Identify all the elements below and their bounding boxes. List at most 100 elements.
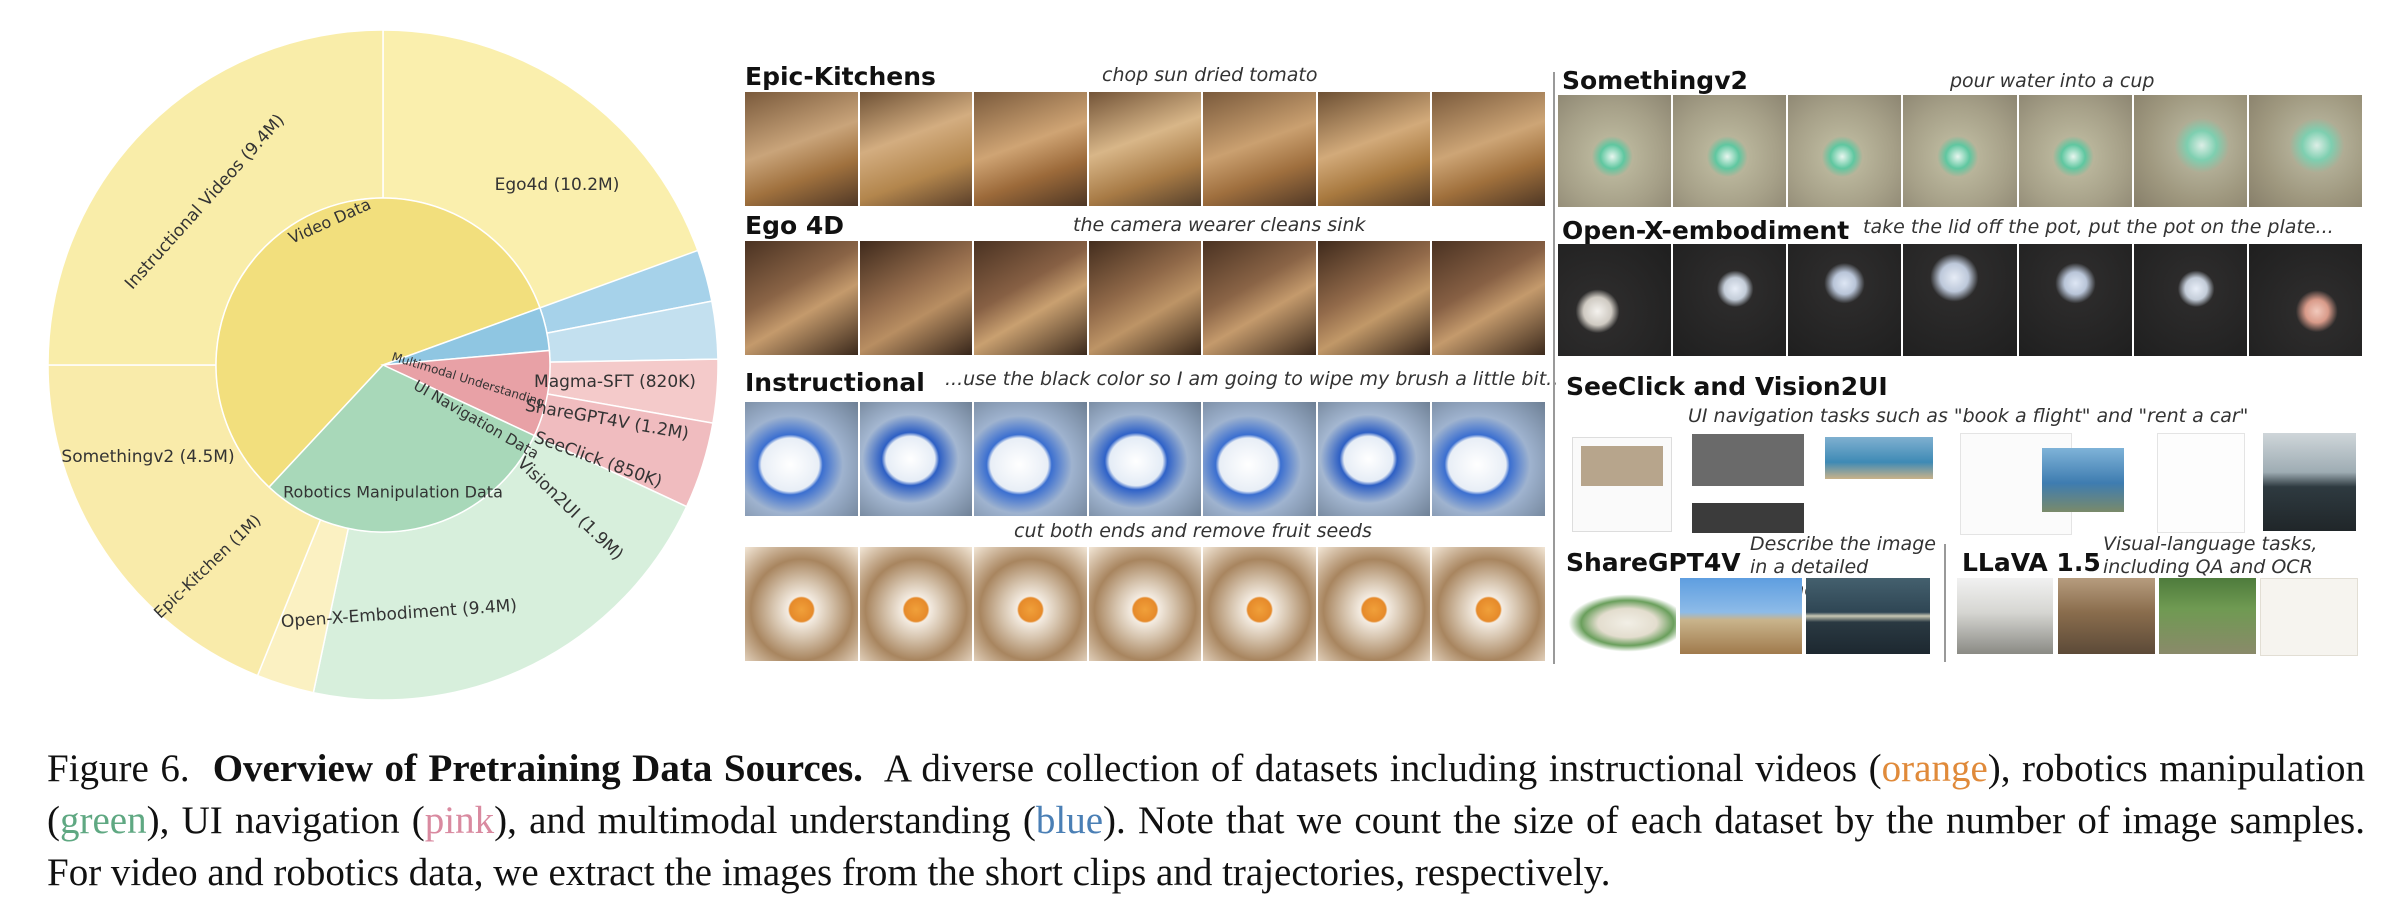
video-frame: [2248, 244, 2362, 356]
panel-title-instructional: Instructional: [745, 368, 925, 397]
slice-label: Ego4d (10.2M): [495, 175, 620, 195]
ui-screenshot-thumbnail: [1692, 434, 1804, 486]
image-thumbnail: [1568, 594, 1676, 652]
video-frame: [2018, 244, 2134, 356]
caption-word-blue: blue: [1035, 799, 1104, 842]
video-frame: [1088, 92, 1204, 206]
panel-title-epic-kitchens: Epic-Kitchens: [745, 62, 936, 91]
instructional-frames-fruit: [745, 547, 1545, 661]
video-frame: [1558, 95, 1674, 207]
video-frame: [1088, 402, 1204, 516]
video-frame: [2018, 95, 2134, 207]
image-thumbnail: [2058, 578, 2155, 654]
slice-label: Magma-SFT (820K): [534, 372, 696, 392]
panel-title-seeclick-vision2ui: SeeClick and Vision2UI: [1566, 372, 1888, 401]
video-frame: [1203, 241, 1318, 355]
panel-title-llava: LLaVA 1.5: [1962, 548, 2101, 577]
panel-title-sharegpt4v: ShareGPT4V: [1566, 548, 1741, 577]
video-frame: [1432, 402, 1545, 516]
video-frame: [1203, 402, 1318, 516]
video-frame: [1317, 547, 1433, 661]
video-frame: [859, 402, 975, 516]
video-frame: [974, 241, 1089, 355]
video-frame: [745, 547, 860, 661]
video-frame: [974, 92, 1089, 206]
panel-title-ego4d: Ego 4D: [745, 211, 844, 240]
video-frame: [859, 547, 975, 661]
panel-caption-instructional-fruit: cut both ends and remove fruit seeds: [1014, 520, 1372, 542]
video-frame: [1788, 95, 1904, 207]
caption-text: ), robotics manipulation (: [47, 747, 2366, 842]
video-frame: [1903, 244, 2019, 356]
panel-caption-somethingv2: pour water into a cup: [1950, 70, 2155, 92]
panel-caption-instructional: ...use the black color so I am going to …: [945, 368, 1559, 390]
panel-caption-epic-kitchens: chop sun dried tomato: [1102, 64, 1318, 86]
ui-screenshot-thumbnail: [1572, 437, 1672, 532]
video-frame: [1203, 547, 1318, 661]
image-thumbnail: [1957, 578, 2053, 654]
caption-word-pink: pink: [424, 799, 495, 842]
video-frame: [1788, 244, 1904, 356]
ui-screenshot-thumbnail: [1692, 503, 1804, 533]
ui-screenshot-thumbnail: [2263, 433, 2356, 531]
caption-word-green: green: [60, 799, 147, 842]
video-frame: [2133, 95, 2249, 207]
caption-text: ), UI navigation (: [146, 799, 425, 842]
handwriting-thumbnail: [2260, 578, 2358, 656]
somethingv2-frames: [1558, 95, 2362, 207]
caption-text: ). Note that we count the size of each d…: [47, 799, 2365, 894]
video-frame: [974, 402, 1089, 516]
figure-caption: Figure 6. Overview of Pretraining Data S…: [47, 743, 2365, 899]
video-frame: [2248, 95, 2362, 207]
video-frame: [1432, 241, 1545, 355]
ui-screenshot-thumbnail: [1825, 437, 1933, 479]
video-frame: [745, 241, 860, 355]
subpanel-divider: [1944, 544, 1946, 662]
panel-caption-llava: Visual-language tasks, including QA and …: [2103, 533, 2318, 578]
slice-label: Robotics Manipulation Data: [283, 483, 503, 502]
caption-word-orange: orange: [1881, 747, 1988, 790]
instructional-frames-painting: [745, 402, 1545, 516]
thumbnail-image-block: [1581, 446, 1663, 486]
ui-screenshot-thumbnail: [2157, 433, 2245, 533]
video-frame: [859, 241, 975, 355]
video-frame: [1432, 92, 1545, 206]
ego4d-frames: [745, 241, 1545, 355]
epic-kitchens-frames: [745, 92, 1545, 206]
video-frame: [745, 402, 860, 516]
video-frame: [1903, 95, 2019, 207]
inner-slice: [215, 197, 541, 489]
panel-caption-open-x-embodiment: take the lid off the pot, put the pot on…: [1863, 216, 2334, 238]
video-frame: [2133, 244, 2249, 356]
video-frame: [1088, 547, 1204, 661]
image-thumbnail: [1806, 578, 1930, 654]
caption-text: A diverse collection of datasets includi…: [883, 747, 1882, 790]
ui-screenshot-thumbnail: [2042, 448, 2124, 512]
figure-caption-title: Overview of Pretraining Data Sources.: [212, 747, 863, 790]
column-divider: [1553, 72, 1555, 664]
video-frame: [1673, 95, 1789, 207]
video-frame: [1432, 547, 1545, 661]
video-frame: [974, 547, 1089, 661]
inner-ring: [215, 197, 551, 533]
image-thumbnail: [1680, 578, 1802, 654]
open-x-embodiment-frames: [1558, 244, 2362, 356]
panel-caption-seeclick-vision2ui: UI navigation tasks such as "book a flig…: [1688, 405, 2249, 427]
video-frame: [1673, 244, 1789, 356]
video-frame: [1317, 402, 1433, 516]
outer-ring: [47, 29, 719, 701]
inner-slice: [268, 364, 536, 533]
video-frame: [1558, 244, 1674, 356]
panel-title-open-x-embodiment: Open-X-embodiment: [1562, 216, 1850, 245]
panel-title-somethingv2: Somethingv2: [1562, 66, 1748, 95]
figure-label: Figure 6.: [47, 747, 190, 790]
video-frame: [1317, 241, 1433, 355]
panel-caption-ego4d: the camera wearer cleans sink: [1073, 214, 1366, 236]
video-frame: [859, 92, 975, 206]
image-thumbnail: [2159, 578, 2256, 654]
inner-slice: [380, 349, 551, 437]
video-frame: [1203, 92, 1318, 206]
video-frame: [745, 92, 860, 206]
caption-text: ), and multimodal understanding (: [494, 799, 1036, 842]
